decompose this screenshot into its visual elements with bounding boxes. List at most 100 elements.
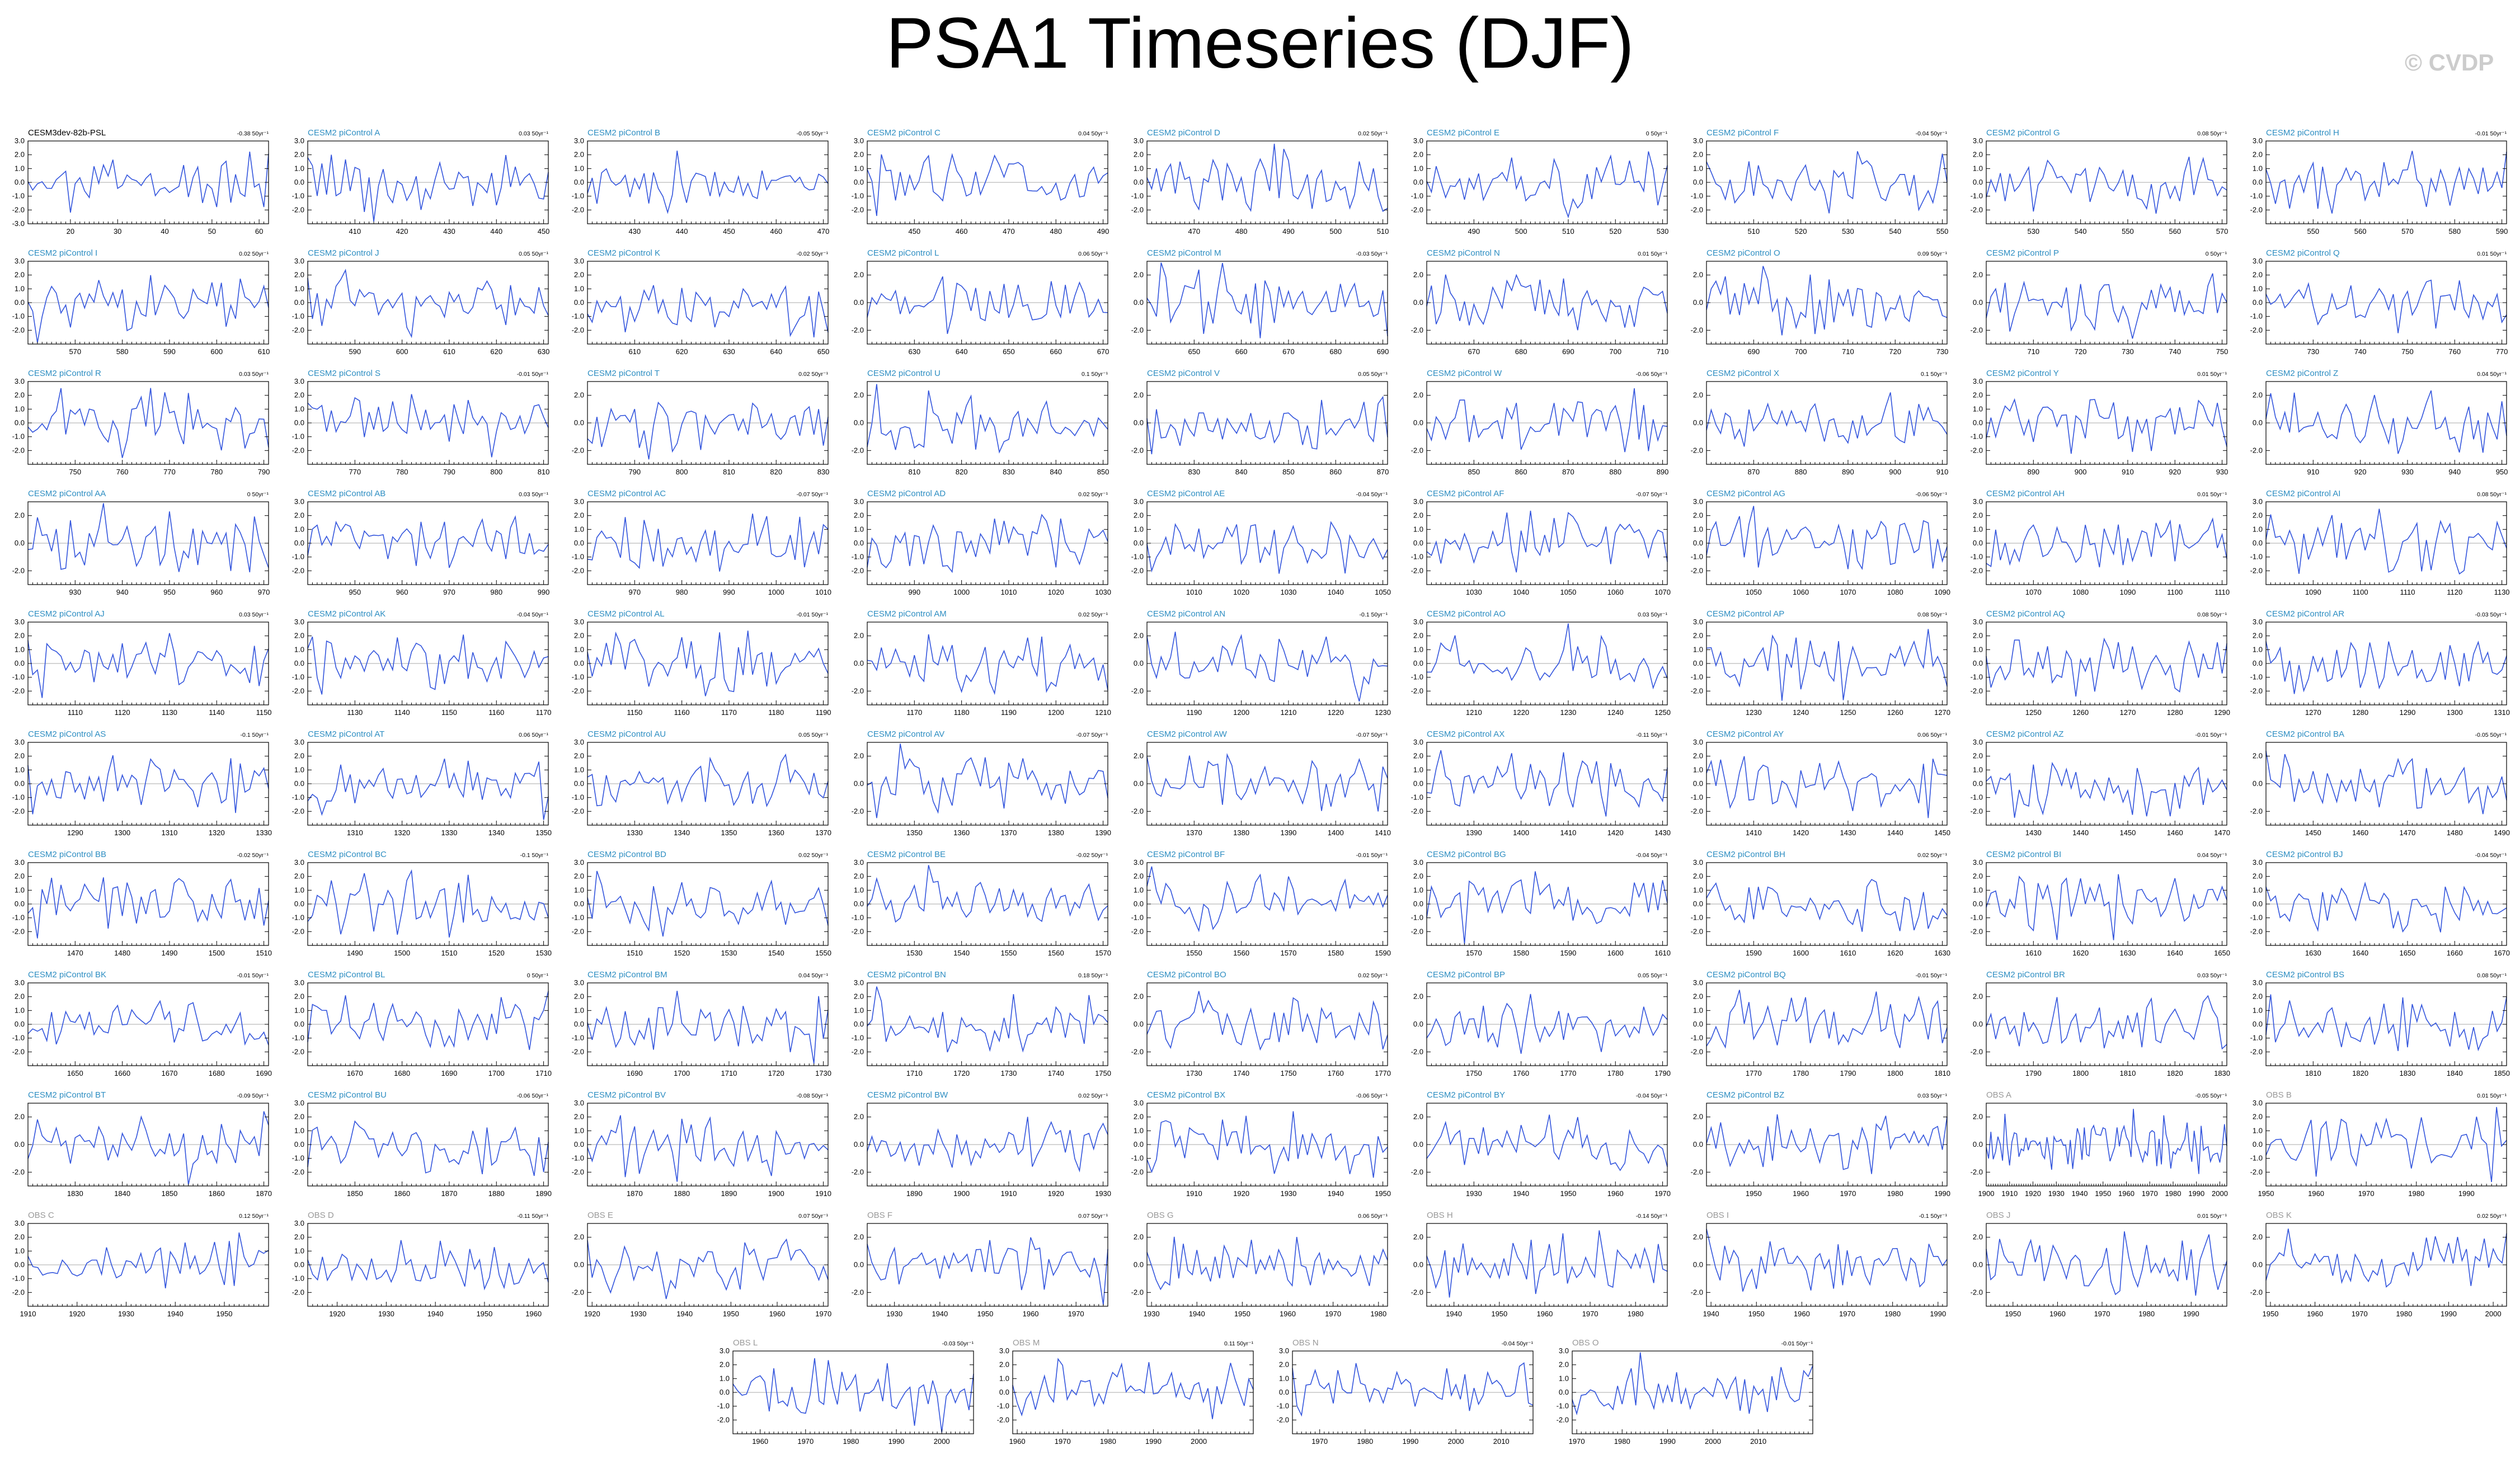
x-tick-label: 670 xyxy=(1282,347,1295,356)
y-tick-label: 2.0 xyxy=(854,511,864,520)
x-tick-label: 970 xyxy=(443,588,455,596)
y-tick-label: 1.0 xyxy=(2253,164,2263,172)
y-tick-label: 1.0 xyxy=(294,886,304,894)
x-tick-label: 1590 xyxy=(1746,949,1762,957)
y-tick-label: 1.0 xyxy=(15,284,25,293)
y-tick-label: 3.0 xyxy=(15,377,25,385)
x-tick-label: 1530 xyxy=(721,949,737,957)
y-tick-label: 2.0 xyxy=(15,752,25,760)
timeseries-panel: CESM2 piControl U 0.1 50yr⁻¹ -2.0 0.0 2.0 810… xyxy=(852,369,1109,476)
timeseries-panel: CESM2 piControl AX -0.11 50yr⁻¹ -2.0 -1.0 0.… xyxy=(1411,729,1671,837)
panel-trend: 0.03 50yr⁻¹ xyxy=(1638,611,1667,618)
y-tick-label: 1.0 xyxy=(1413,645,1423,653)
y-tick-label: 3.0 xyxy=(294,618,304,626)
x-tick-label: 1170 xyxy=(906,708,922,717)
y-tick-label: 0.0 xyxy=(294,178,304,186)
panel-title: CESM2 piControl BD xyxy=(587,850,666,859)
x-tick-label: 1090 xyxy=(2305,588,2321,596)
y-tick-label: 0.0 xyxy=(2253,298,2263,307)
y-tick-label: 0.0 xyxy=(294,539,304,547)
x-tick-label: 1430 xyxy=(2025,828,2042,837)
x-tick-label: 1240 xyxy=(1607,708,1624,717)
page-title: PSA1 Timeseries (DJF) xyxy=(886,3,1634,83)
panel-title: CESM2 piControl AF xyxy=(1427,489,1504,498)
timeseries-panel: CESM2 piControl AI 0.08 50yr⁻¹ -2.0 -1.0 0.0… xyxy=(2250,489,2510,596)
y-tick-label: 1.0 xyxy=(574,525,584,533)
y-tick-label: 3.0 xyxy=(1134,858,1144,867)
panel-title: CESM2 piControl AT xyxy=(308,729,384,739)
y-tick-label: -1.0 xyxy=(292,553,304,561)
x-tick-label: 1270 xyxy=(1934,708,1950,717)
x-tick-label: 740 xyxy=(2354,347,2367,356)
x-tick-label: 1560 xyxy=(1048,949,1064,957)
series-line xyxy=(1706,629,1948,701)
panel-title: CESM2 piControl S xyxy=(308,369,380,378)
series-line xyxy=(1146,521,1388,574)
y-tick-label: 3.0 xyxy=(1134,497,1144,506)
x-tick-label: 430 xyxy=(443,227,455,236)
panel-title: CESM2 piControl F xyxy=(1706,128,1779,138)
y-tick-label: 0.0 xyxy=(1134,418,1144,427)
y-tick-label: 0.0 xyxy=(1973,418,1983,427)
panel-trend: 0.02 50yr⁻¹ xyxy=(1078,611,1108,618)
x-tick-label: 500 xyxy=(1329,227,1342,236)
x-tick-label: 870 xyxy=(1562,468,1574,476)
x-tick-label: 650 xyxy=(817,347,830,356)
y-tick-label: 2.0 xyxy=(854,150,864,159)
series-line xyxy=(1986,874,2227,940)
x-tick-label: 590 xyxy=(163,347,176,356)
y-tick-label: 1.0 xyxy=(574,164,584,172)
panel-title: CESM2 piControl BE xyxy=(867,850,946,859)
x-tick-label: 1290 xyxy=(67,828,83,837)
y-tick-label: 2.0 xyxy=(1973,632,1983,640)
y-tick-label: -3.0 xyxy=(12,219,25,228)
x-tick-label: 650 xyxy=(1003,347,1015,356)
x-tick-label: 1270 xyxy=(2119,708,2136,717)
x-tick-label: 1450 xyxy=(2305,828,2321,837)
x-tick-label: 470 xyxy=(817,227,830,236)
y-tick-label: 1.0 xyxy=(1693,765,1703,774)
x-tick-label: 1570 xyxy=(1095,949,1111,957)
series-line xyxy=(1986,157,2227,214)
x-tick-label: 1090 xyxy=(1934,588,1950,596)
panel-title: CESM2 piControl M xyxy=(1147,248,1221,258)
x-tick-label: 700 xyxy=(1795,347,1807,356)
x-tick-label: 810 xyxy=(723,468,735,476)
x-tick-label: 1130 xyxy=(2494,588,2510,596)
x-tick-label: 860 xyxy=(1515,468,1527,476)
y-tick-label: 0.0 xyxy=(2253,659,2263,667)
y-tick-label: 1.0 xyxy=(294,284,304,293)
x-tick-label: 730 xyxy=(1936,347,1949,356)
y-tick-label: 1.0 xyxy=(1973,404,1983,413)
timeseries-panel: CESM2 piControl AD 0.02 50yr⁻¹ -2.0 -1.0 0.0… xyxy=(852,489,1111,596)
y-tick-label: -2.0 xyxy=(852,927,864,935)
timeseries-panel: CESM2 piControl S -0.01 50yr⁻¹ -2.0 -1.0 0.0… xyxy=(292,369,550,476)
x-tick-label: 440 xyxy=(490,227,502,236)
timeseries-panel: CESM2 piControl BG -0.04 50yr⁻¹ -2.0 -1.0 0.… xyxy=(1411,850,1671,957)
y-tick-label: 1.0 xyxy=(294,765,304,774)
x-tick-label: 1670 xyxy=(2494,949,2510,957)
series-line xyxy=(1146,866,1388,933)
y-tick-label: 2.0 xyxy=(15,150,25,159)
series-line xyxy=(1706,756,1948,818)
x-tick-label: 770 xyxy=(349,468,361,476)
timeseries-panel: CESM2 piControl AQ 0.08 50yr⁻¹ -2.0 -1.0 0.0… xyxy=(1971,609,2230,717)
y-tick-label: -2.0 xyxy=(1971,686,1983,695)
series-line xyxy=(27,151,269,213)
y-tick-label: -2.0 xyxy=(12,807,25,815)
y-tick-label: -2.0 xyxy=(12,927,25,935)
y-tick-label: -2.0 xyxy=(1971,566,1983,575)
y-tick-label: 1.0 xyxy=(1134,886,1144,894)
panel-trend: -0.04 50yr⁻¹ xyxy=(517,611,549,618)
x-tick-label: 440 xyxy=(676,227,688,236)
x-tick-label: 850 xyxy=(1468,468,1480,476)
x-tick-label: 1550 xyxy=(1000,949,1017,957)
x-tick-label: 1310 xyxy=(161,828,177,837)
x-tick-label: 830 xyxy=(817,468,830,476)
y-tick-label: 3.0 xyxy=(2253,136,2263,145)
x-tick-label: 1190 xyxy=(1001,708,1017,717)
y-tick-label: -1.0 xyxy=(12,312,25,321)
y-tick-label: 3.0 xyxy=(15,136,25,145)
x-tick-label: 1260 xyxy=(1887,708,1903,717)
panel-title: CESM2 piControl AI xyxy=(2266,489,2340,498)
